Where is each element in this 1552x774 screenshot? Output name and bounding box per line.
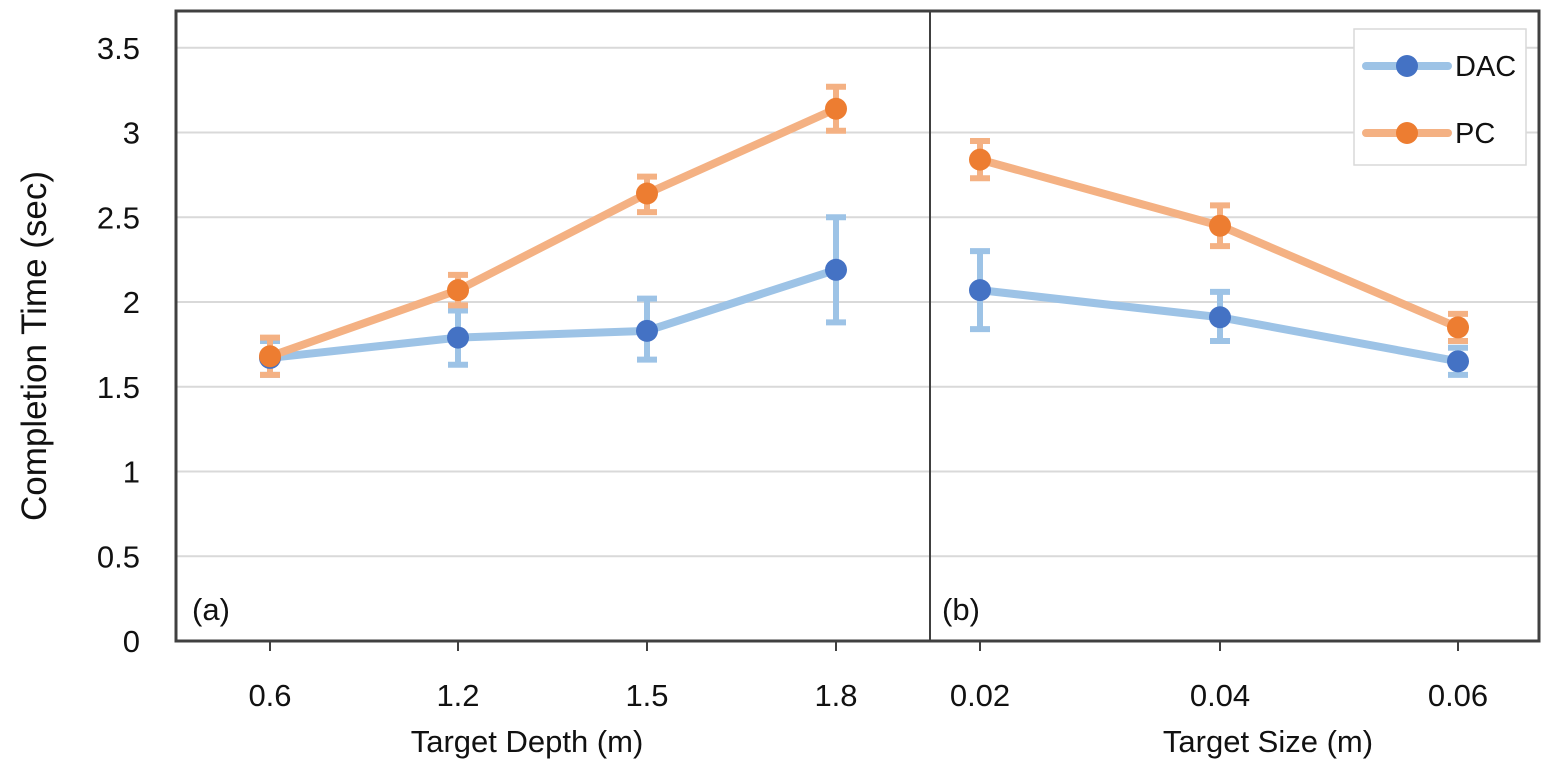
x-tick-label-a: 1.2 [436,678,479,713]
series-line-dac-a [266,265,840,362]
y-tick-label: 2.5 [97,200,140,235]
data-point-pc-a [259,345,281,368]
panel-b-plot [969,137,1469,378]
panel-a-plot [259,83,847,378]
y-axis-ticks: 0 0.5 1 1.5 2 2.5 3 3.5 [97,31,140,659]
x-axis-title-a: Target Depth (m) [411,724,644,759]
legend-box [1353,28,1527,166]
y-tick-label: 3 [123,116,140,151]
data-point-pc-a [447,279,469,302]
legend: DAC PC [1353,28,1527,166]
data-point-pc-b [1447,316,1469,339]
y-tick-label: 2 [123,285,140,320]
y-tick-label: 0 [123,624,140,659]
data-point-pc-b [1209,214,1231,237]
x-tick-label-b: 0.06 [1428,678,1488,713]
x-axis-title-b: Target Size (m) [1163,724,1373,759]
x-tick-label-b: 0.02 [950,678,1010,713]
legend-swatch-marker-dac [1396,55,1418,77]
data-point-pc-b [969,148,991,171]
legend-label-dac: DAC [1455,51,1516,83]
data-point-pc-a [825,97,847,120]
x-axis-ticks: 0.6 1.2 1.5 1.8 0.02 0.04 0.06 [248,641,1488,713]
data-point-dac-b [1447,350,1469,373]
y-tick-label: 0.5 [97,539,140,574]
plot-frame [174,9,1541,643]
y-tick-label: 1.5 [97,370,140,405]
panel-label-b: (b) [942,592,980,627]
legend-swatch-marker-pc [1396,122,1418,144]
data-point-dac-a [825,258,847,281]
y-axis-title: Completion Time (sec) [15,171,54,521]
x-tick-label-a: 1.5 [625,678,668,713]
y-tick-label: 1 [123,455,140,490]
legend-entry-dac: DAC [1362,51,1516,83]
data-point-dac-b [969,279,991,302]
data-point-dac-a [447,326,469,349]
x-tick-label-b: 0.04 [1190,678,1250,713]
y-tick-label: 3.5 [97,31,140,66]
data-point-dac-a [636,319,658,342]
x-tick-label-a: 1.8 [814,678,857,713]
x-tick-label-a: 0.6 [248,678,291,713]
data-point-dac-b [1209,306,1231,329]
legend-label-pc: PC [1455,118,1495,150]
grid-lines [176,46,1539,558]
legend-entry-pc: PC [1362,118,1495,150]
panel-label-a: (a) [192,592,230,627]
series-line-pc-a [266,104,840,361]
data-point-pc-a [636,182,658,205]
